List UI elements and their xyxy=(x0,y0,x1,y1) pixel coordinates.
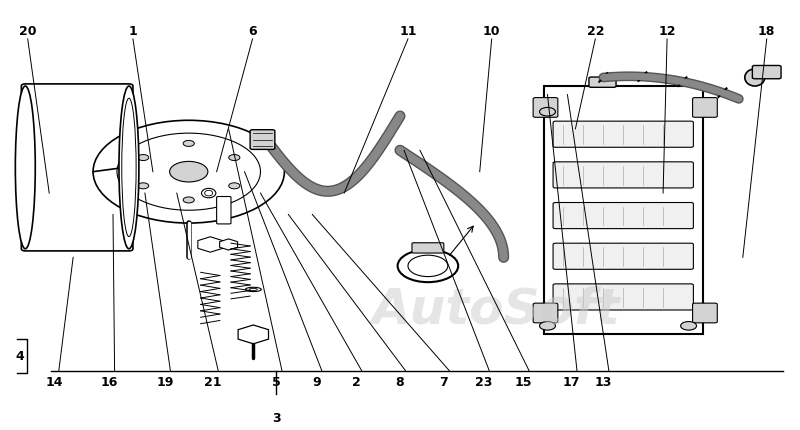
FancyBboxPatch shape xyxy=(543,87,703,335)
Text: 9: 9 xyxy=(312,375,321,388)
Text: 23: 23 xyxy=(475,375,492,388)
Text: 4: 4 xyxy=(15,350,24,362)
Circle shape xyxy=(183,197,194,203)
Text: 19: 19 xyxy=(156,375,174,388)
Ellipse shape xyxy=(745,70,765,87)
Text: 22: 22 xyxy=(586,25,604,38)
Text: 17: 17 xyxy=(562,375,580,388)
FancyBboxPatch shape xyxy=(693,98,718,118)
Ellipse shape xyxy=(250,289,258,291)
Ellipse shape xyxy=(122,99,136,237)
Text: 15: 15 xyxy=(515,375,532,388)
FancyBboxPatch shape xyxy=(553,122,694,148)
Text: 2: 2 xyxy=(352,375,361,388)
Circle shape xyxy=(138,155,149,161)
Text: 20: 20 xyxy=(19,25,37,38)
Text: 16: 16 xyxy=(100,375,118,388)
FancyBboxPatch shape xyxy=(533,98,558,118)
Circle shape xyxy=(93,121,285,224)
Text: AutoSoft: AutoSoft xyxy=(371,285,620,333)
Text: 10: 10 xyxy=(483,25,501,38)
Text: 3: 3 xyxy=(272,412,281,424)
Ellipse shape xyxy=(205,191,213,197)
Ellipse shape xyxy=(246,288,262,292)
FancyBboxPatch shape xyxy=(412,243,444,253)
Text: 1: 1 xyxy=(129,25,138,38)
Text: 5: 5 xyxy=(272,375,281,388)
Ellipse shape xyxy=(202,189,216,198)
FancyBboxPatch shape xyxy=(22,85,133,251)
FancyBboxPatch shape xyxy=(589,78,616,88)
Text: 6: 6 xyxy=(248,25,257,38)
FancyBboxPatch shape xyxy=(217,197,231,224)
Text: 13: 13 xyxy=(594,375,612,388)
Ellipse shape xyxy=(119,87,139,249)
Text: 18: 18 xyxy=(758,25,775,38)
Circle shape xyxy=(183,141,194,147)
FancyBboxPatch shape xyxy=(553,284,694,310)
Text: 8: 8 xyxy=(396,375,404,388)
FancyBboxPatch shape xyxy=(553,203,694,229)
Circle shape xyxy=(539,322,555,330)
FancyBboxPatch shape xyxy=(533,304,558,323)
Circle shape xyxy=(229,183,240,189)
FancyBboxPatch shape xyxy=(250,130,275,150)
FancyBboxPatch shape xyxy=(752,66,781,80)
Circle shape xyxy=(229,155,240,161)
Circle shape xyxy=(138,183,149,189)
Text: 12: 12 xyxy=(658,25,676,38)
Circle shape xyxy=(539,108,555,117)
FancyBboxPatch shape xyxy=(553,244,694,270)
FancyBboxPatch shape xyxy=(693,304,718,323)
Ellipse shape xyxy=(15,87,35,249)
Text: 21: 21 xyxy=(204,375,222,388)
Text: 11: 11 xyxy=(399,25,417,38)
Text: 7: 7 xyxy=(439,375,448,388)
Text: 14: 14 xyxy=(46,375,62,388)
FancyBboxPatch shape xyxy=(553,163,694,188)
Circle shape xyxy=(117,134,261,211)
Circle shape xyxy=(681,322,697,330)
Circle shape xyxy=(170,162,208,182)
